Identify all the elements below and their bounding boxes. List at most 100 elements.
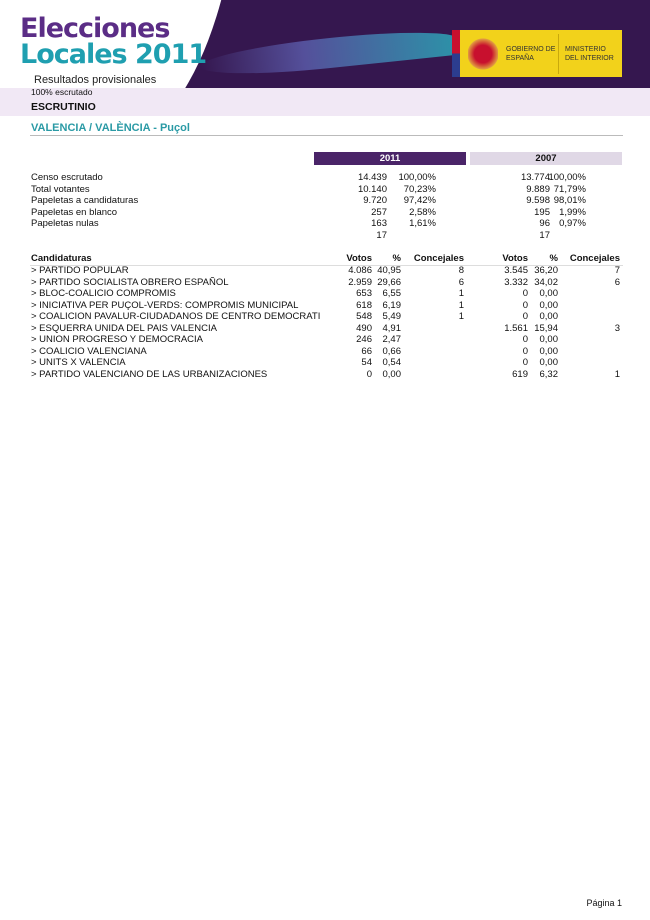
row-pct-2007: 34,02	[534, 276, 558, 288]
summary-pct-2011: 2,58%	[409, 206, 436, 218]
summary-pct-2011: 97,42%	[403, 195, 436, 207]
flag-icon	[452, 30, 460, 77]
summary-label: Papeletas nulas	[31, 218, 99, 230]
row-candidature: > UNION PROGRESO Y DEMOCRACIA	[31, 334, 204, 345]
row-pct-2011: 0,54	[382, 357, 402, 368]
summary-votes-2011: 163	[371, 218, 387, 230]
summary-pct-2011: 1,61%	[409, 218, 436, 230]
summary-votes-2011: 9.720	[363, 195, 387, 207]
summary-votes-2007: 13.774	[520, 172, 550, 183]
row-seats-2007: 7	[614, 265, 620, 276]
status-band	[0, 88, 650, 116]
subtitle: Resultados provisionales	[34, 74, 157, 86]
row-pct-2011: 5,49	[382, 311, 402, 322]
divider	[30, 135, 623, 136]
row-pct-2007: 0,00	[539, 345, 559, 357]
row-votes-2011: 2.959	[348, 276, 372, 288]
row-votes-2007: 0	[522, 345, 528, 357]
row-votes-2007: 0	[522, 357, 528, 368]
row-seats-2007: 6	[614, 276, 620, 288]
municipality-title: VALENCIA / VALÈNCIA - Puçol	[31, 122, 190, 134]
row-pct-2011: 6,55	[382, 288, 402, 299]
row-votes-2011: 548	[356, 311, 372, 322]
row-pct-2011: 4,91	[382, 322, 402, 334]
row-votes-2007: 0	[522, 311, 528, 322]
row-candidature: > INICIATIVA PER PUÇOL-VERDS: COMPROMIS …	[31, 299, 299, 311]
summary-pct-2007: 71,79%	[553, 183, 586, 195]
row-pct-2007: 15,94	[534, 322, 558, 334]
row-pct-2011: 2,47	[382, 334, 402, 345]
progress-text: 100% escrutado	[31, 87, 93, 97]
row-votes-2011: 0	[366, 368, 372, 380]
header-seats-2011: Concejales	[413, 253, 464, 264]
logo-line2: Locales 2011	[20, 39, 207, 70]
row-pct-2007: 36,20	[534, 265, 558, 276]
row-votes-2011: 54	[361, 357, 372, 368]
row-pct-2007: 0,00	[539, 299, 559, 311]
row-pct-2011: 40,95	[377, 265, 401, 276]
summary-pct-2007: 1,99%	[559, 206, 586, 218]
coat-of-arms-icon	[468, 37, 498, 70]
header-banner: Elecciones Locales 2011 Resultados provi…	[0, 0, 650, 88]
row-seats-2011: 1	[458, 299, 464, 311]
summary-votes-2007: 9.889	[526, 183, 550, 195]
summary-votes-2007: 17	[539, 230, 550, 241]
row-candidature: > BLOC-COALICIO COMPROMIS	[31, 288, 176, 299]
summary-votes-2007: 96	[539, 218, 550, 230]
summary-pct-2007: 98,01%	[553, 195, 586, 207]
summary-votes-2011: 10.140	[357, 183, 387, 195]
row-votes-2011: 490	[356, 322, 372, 334]
summary-label: Papeletas en blanco	[31, 206, 118, 218]
row-candidature: > PARTIDO VALENCIANO DE LAS URBANIZACION…	[31, 368, 268, 380]
row-votes-2007: 0	[522, 334, 528, 345]
header-votes-2007: Votos	[502, 253, 528, 264]
row-seats-2007: 3	[614, 322, 620, 334]
row-votes-2007: 3.332	[504, 276, 528, 288]
row-candidature: > PARTIDO SOCIALISTA OBRERO ESPAÑOL	[31, 276, 229, 288]
summary-pct-2011: 100,00%	[398, 172, 436, 183]
summary-label: Total votantes	[31, 183, 90, 195]
summary-votes-2011: 257	[371, 206, 387, 218]
row-candidature: > COALICION PAVALUR-CIUDADANOS DE CENTRO…	[31, 311, 321, 322]
row-candidature: > ESQUERRA UNIDA DEL PAIS VALENCIA	[31, 322, 217, 334]
row-votes-2007: 0	[522, 288, 528, 299]
row-candidature: > COALICIO VALENCIANA	[31, 345, 147, 357]
divider	[558, 33, 559, 74]
summary-votes-2007: 9.598	[526, 195, 550, 207]
row-pct-2007: 0,00	[539, 311, 559, 322]
row-votes-2007: 3.545	[504, 265, 528, 276]
row-votes-2011: 246	[356, 334, 372, 345]
row-votes-2011: 618	[356, 299, 372, 311]
row-pct-2007: 6,32	[539, 368, 559, 380]
government-logo: GOBIERNO DE ESPAÑA MINISTERIO DEL INTERI…	[452, 30, 622, 77]
row-pct-2007: 0,00	[539, 357, 559, 368]
header-votes-2011: Votos	[346, 253, 372, 264]
row-candidature: > PARTIDO POPULAR	[31, 265, 129, 276]
header-pct-2007: %	[549, 253, 558, 264]
header-seats-2007: Concejales	[569, 253, 620, 264]
summary-label: Censo escrutado	[31, 172, 103, 183]
summary-votes-2007: 195	[534, 206, 550, 218]
banner-swoosh	[199, 24, 461, 82]
logo-line1: Elecciones	[20, 13, 170, 44]
row-pct-2007: 0,00	[539, 334, 559, 345]
row-votes-2011: 4.086	[348, 265, 372, 276]
row-votes-2011: 653	[356, 288, 372, 299]
year-header-2007: 2007	[470, 152, 622, 165]
header-candidature: Candidaturas	[31, 253, 92, 264]
ministry-label: MINISTERIO DEL INTERIOR	[565, 45, 614, 62]
row-votes-2011: 66	[361, 345, 372, 357]
row-seats-2011: 6	[458, 276, 464, 288]
row-votes-2007: 0	[522, 299, 528, 311]
summary-pct-2007: 0,97%	[559, 218, 586, 230]
row-pct-2011: 0,66	[382, 345, 402, 357]
summary-votes-2011: 14.439	[357, 172, 387, 183]
row-candidature: > UNITS X VALENCIA	[31, 357, 126, 368]
row-seats-2011: 1	[458, 311, 464, 322]
row-pct-2011: 29,66	[377, 276, 401, 288]
row-votes-2007: 619	[512, 368, 528, 380]
summary-votes-2011: 17	[376, 230, 387, 241]
summary-label: Papeletas a candidaturas	[31, 195, 139, 207]
row-seats-2011: 8	[458, 265, 464, 276]
header-pct-2011: %	[392, 253, 401, 264]
